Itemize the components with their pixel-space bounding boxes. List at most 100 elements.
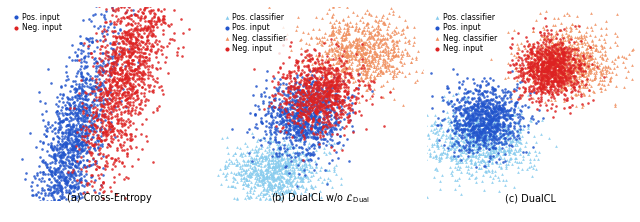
Point — [292, 108, 303, 112]
Point — [367, 34, 377, 38]
Point — [392, 54, 403, 58]
Point — [456, 153, 467, 157]
Point — [468, 121, 479, 125]
Point — [545, 59, 555, 62]
Point — [580, 61, 591, 64]
Point — [323, 1, 333, 4]
Point — [322, 51, 332, 55]
Point — [61, 95, 72, 99]
Point — [579, 56, 589, 60]
Point — [321, 104, 332, 107]
Point — [310, 86, 321, 90]
Point — [69, 189, 79, 192]
Point — [288, 158, 298, 162]
Point — [456, 111, 466, 115]
Point — [307, 83, 317, 86]
Point — [481, 133, 491, 137]
Point — [43, 187, 53, 190]
Point — [532, 66, 542, 70]
Point — [556, 70, 566, 73]
Point — [131, 13, 141, 17]
Point — [568, 63, 579, 67]
Point — [495, 155, 505, 158]
Point — [49, 120, 60, 124]
Point — [501, 118, 511, 121]
Point — [314, 117, 324, 121]
Point — [537, 86, 547, 90]
Point — [548, 56, 558, 59]
Point — [477, 104, 487, 108]
Point — [294, 157, 304, 161]
Point — [121, 98, 131, 101]
Point — [95, 143, 106, 147]
Point — [70, 123, 81, 127]
Point — [528, 72, 538, 76]
Point — [504, 128, 514, 132]
Point — [375, 37, 385, 41]
Point — [151, 51, 161, 55]
Point — [158, 17, 168, 20]
Point — [296, 146, 306, 149]
Point — [218, 171, 228, 175]
Point — [308, 66, 319, 69]
Point — [296, 121, 306, 124]
Point — [287, 99, 297, 103]
Point — [539, 85, 549, 89]
Point — [456, 170, 466, 174]
Point — [285, 86, 295, 90]
Point — [67, 143, 77, 146]
Point — [286, 188, 296, 191]
Point — [446, 136, 456, 140]
Point — [103, 120, 113, 124]
Point — [244, 149, 255, 153]
Point — [309, 109, 319, 113]
Point — [324, 89, 335, 92]
Point — [79, 113, 90, 116]
Point — [468, 129, 478, 133]
Point — [304, 107, 314, 110]
Point — [522, 39, 532, 42]
Point — [90, 115, 100, 118]
Point — [533, 50, 543, 54]
Point — [258, 184, 268, 187]
Point — [566, 34, 576, 38]
Point — [549, 63, 559, 67]
Point — [290, 94, 300, 98]
Point — [420, 158, 431, 161]
Point — [258, 172, 268, 176]
Point — [557, 71, 567, 74]
Point — [287, 165, 297, 169]
Point — [341, 50, 351, 54]
Point — [327, 102, 337, 106]
Point — [288, 165, 298, 169]
Point — [105, 41, 115, 45]
Point — [283, 111, 293, 115]
Point — [306, 93, 316, 96]
Point — [301, 132, 312, 135]
Point — [337, 149, 348, 152]
Point — [488, 136, 498, 140]
Point — [356, 47, 367, 50]
Point — [132, 88, 143, 92]
Point — [152, 76, 162, 79]
Point — [240, 164, 250, 167]
Point — [561, 82, 572, 85]
Point — [451, 124, 461, 128]
Point — [76, 78, 86, 81]
Point — [547, 73, 557, 76]
Point — [575, 85, 586, 89]
Point — [573, 84, 584, 87]
Point — [68, 117, 78, 121]
Point — [346, 95, 356, 99]
Point — [568, 57, 579, 61]
Point — [524, 69, 534, 72]
Point — [136, 50, 146, 54]
Point — [264, 5, 275, 9]
Point — [536, 132, 546, 136]
Point — [528, 146, 538, 149]
Point — [562, 96, 572, 100]
Point — [346, 24, 356, 28]
Point — [497, 88, 508, 91]
Point — [70, 145, 81, 149]
Point — [554, 76, 564, 80]
